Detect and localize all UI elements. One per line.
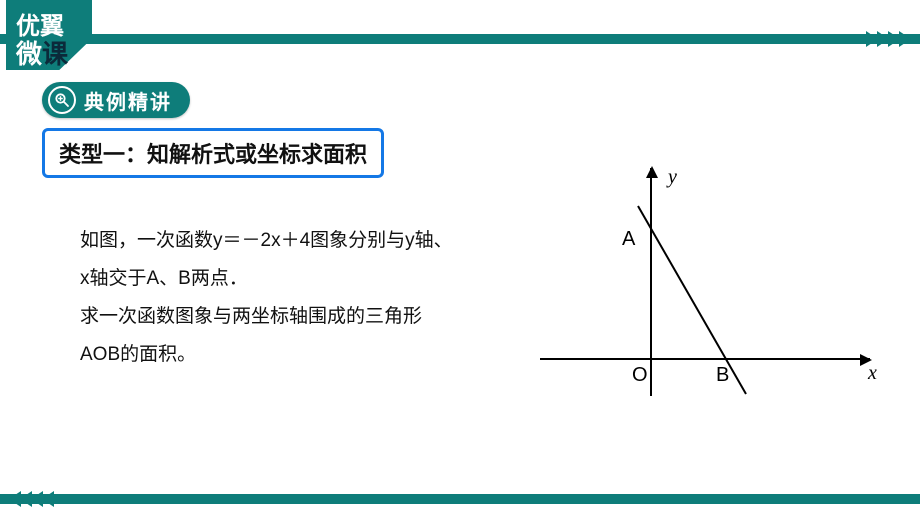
y-axis-label: y: [668, 166, 677, 189]
point-b-label: B: [716, 364, 729, 387]
function-line: [530, 168, 890, 408]
top-bar: [0, 34, 920, 44]
brand-line2: 微课: [16, 34, 68, 71]
type-box-text: 类型一：知解析式或坐标求面积: [59, 137, 367, 169]
section-pill-label: 典例精讲: [84, 86, 172, 115]
problem-line-4: AOB的面积。: [80, 336, 500, 374]
section-pill: 典例精讲: [42, 82, 190, 118]
bottom-bar: [0, 494, 920, 504]
problem-line-2: x轴交于A、B两点．: [80, 260, 500, 298]
problem-line-1: 如图，一次函数y＝－2x＋4图象分别与y轴、: [80, 222, 500, 260]
type-box: 类型一：知解析式或坐标求面积: [42, 128, 384, 178]
top-arrow-icon: [866, 31, 912, 47]
bottom-arrow-icon: [8, 491, 54, 507]
brand-logo: 优翼 微课: [6, 0, 92, 70]
problem-line-3: 求一次函数图象与两坐标轴围成的三角形: [80, 298, 500, 336]
x-axis-label: x: [868, 362, 877, 385]
magnifier-icon: [48, 86, 76, 114]
point-a-label: A: [622, 228, 635, 251]
problem-text: 如图，一次函数y＝－2x＋4图象分别与y轴、 x轴交于A、B两点． 求一次函数图…: [80, 222, 500, 374]
origin-label: O: [632, 364, 648, 387]
coordinate-diagram: y x A B O: [530, 168, 890, 408]
